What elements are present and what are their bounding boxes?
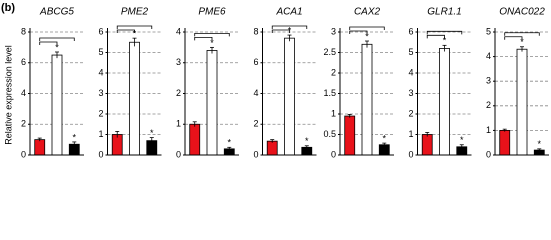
significance-bracket xyxy=(116,25,153,29)
y-tick-label: 0 xyxy=(21,149,26,159)
significance-bracket xyxy=(504,36,523,40)
significance-bracket xyxy=(426,30,463,35)
significance-bracket xyxy=(39,37,75,41)
chart-title: GLR1.1 xyxy=(427,7,461,18)
y-tick-label: 2 xyxy=(21,119,26,129)
significance-mark: * xyxy=(305,136,309,146)
significance-bracket xyxy=(194,32,230,37)
y-tick-label: 0 xyxy=(98,149,103,159)
y-tick-label: 4 xyxy=(176,26,181,36)
y-tick-label: 3 xyxy=(331,26,336,36)
panel-label: (b) xyxy=(1,2,15,14)
y-tick-label: 1 xyxy=(176,119,181,129)
bar xyxy=(439,48,450,156)
y-tick-label: 1 xyxy=(408,129,413,139)
y-tick-label: 1 xyxy=(98,129,103,139)
page: (b) Relative expression level ABCG5 0 2 4 6 8… xyxy=(1,1,549,160)
chart-title: PME6 xyxy=(198,7,226,18)
bar xyxy=(516,48,528,156)
significance-mark: * xyxy=(538,139,542,149)
bar xyxy=(34,139,46,156)
significance-mark: * xyxy=(460,135,464,145)
y-tick-label: 0.5 xyxy=(323,129,336,139)
significance-bracket xyxy=(271,25,308,29)
y-tick-label: 0 xyxy=(331,149,336,159)
significance-mark: * xyxy=(150,128,154,138)
y-tick-label: 3 xyxy=(98,88,103,98)
y-tick-label: 2 xyxy=(253,119,258,129)
chart-title: ACA1 xyxy=(275,7,302,18)
chart-title: CAX2 xyxy=(354,7,381,18)
significance-bracket xyxy=(116,29,135,33)
y-tick-label: 0 xyxy=(486,149,491,159)
significance-mark: * xyxy=(443,36,447,46)
y-tick-label: 4 xyxy=(253,88,258,98)
y-tick-label: 3 xyxy=(408,88,413,98)
y-tick-label: 6 xyxy=(98,26,103,36)
bar xyxy=(421,134,433,156)
chart-title: ONAC022 xyxy=(499,7,545,18)
significance-bracket xyxy=(504,32,540,36)
y-tick-label: 6 xyxy=(253,57,258,67)
y-tick-label: 2 xyxy=(331,67,336,77)
chart: (b) Relative expression level ABCG5 0 2 4 6 8… xyxy=(1,2,549,159)
significance-bracket xyxy=(349,26,385,31)
y-tick-label: 6 xyxy=(408,26,413,36)
significance-bracket xyxy=(39,41,58,45)
significance-bracket xyxy=(271,29,290,33)
y-tick-label: 8 xyxy=(253,26,258,36)
y-tick-label: 0 xyxy=(408,149,413,159)
y-tick-label: 1 xyxy=(331,108,336,118)
significance-mark: * xyxy=(520,37,524,47)
significance-bracket xyxy=(194,36,213,41)
bar xyxy=(499,129,511,156)
y-tick-label: 3 xyxy=(486,76,491,86)
y-tick-label: 4 xyxy=(21,88,26,98)
chart-title: ABCG5 xyxy=(39,7,74,18)
bar xyxy=(206,50,218,156)
chart-title: PME2 xyxy=(121,7,149,18)
y-tick-label: 5 xyxy=(486,26,491,36)
significance-mark: * xyxy=(73,132,77,142)
y-tick-label: 8 xyxy=(21,26,26,36)
significance-mark: * xyxy=(133,29,137,39)
significance-mark: * xyxy=(365,31,369,41)
y-tick-label: 4 xyxy=(408,67,413,77)
y-tick-label: 6 xyxy=(21,57,26,67)
y-tick-label: 2 xyxy=(486,100,491,110)
y-tick-label: 2 xyxy=(408,108,413,118)
bar xyxy=(129,41,140,156)
y-tick-label: 4 xyxy=(98,67,103,77)
bar xyxy=(361,43,373,156)
y-tick-label: 5 xyxy=(408,47,413,57)
bar xyxy=(284,37,295,156)
y-axis-label: Relative expression level xyxy=(3,45,13,145)
y-tick-label: 1.5 xyxy=(323,88,336,98)
y-tick-label: 0 xyxy=(253,149,258,159)
significance-mark: * xyxy=(55,42,59,52)
y-tick-label: 2 xyxy=(98,108,103,118)
bar xyxy=(189,123,201,156)
y-tick-label: 2 xyxy=(176,88,181,98)
y-tick-label: 3 xyxy=(176,57,181,67)
y-tick-label: 5 xyxy=(98,47,103,57)
bar xyxy=(266,140,278,156)
y-tick-label: 4 xyxy=(486,51,491,61)
significance-bracket xyxy=(426,34,445,39)
significance-mark: * xyxy=(228,138,232,148)
significance-mark: * xyxy=(383,133,387,143)
significance-mark: * xyxy=(210,38,214,48)
significance-bracket xyxy=(349,30,368,35)
y-tick-label: 0 xyxy=(176,149,181,159)
bar xyxy=(344,115,356,156)
y-tick-label: 1 xyxy=(486,125,491,135)
y-tick-label: 2.5 xyxy=(323,47,336,57)
bar xyxy=(51,54,63,156)
